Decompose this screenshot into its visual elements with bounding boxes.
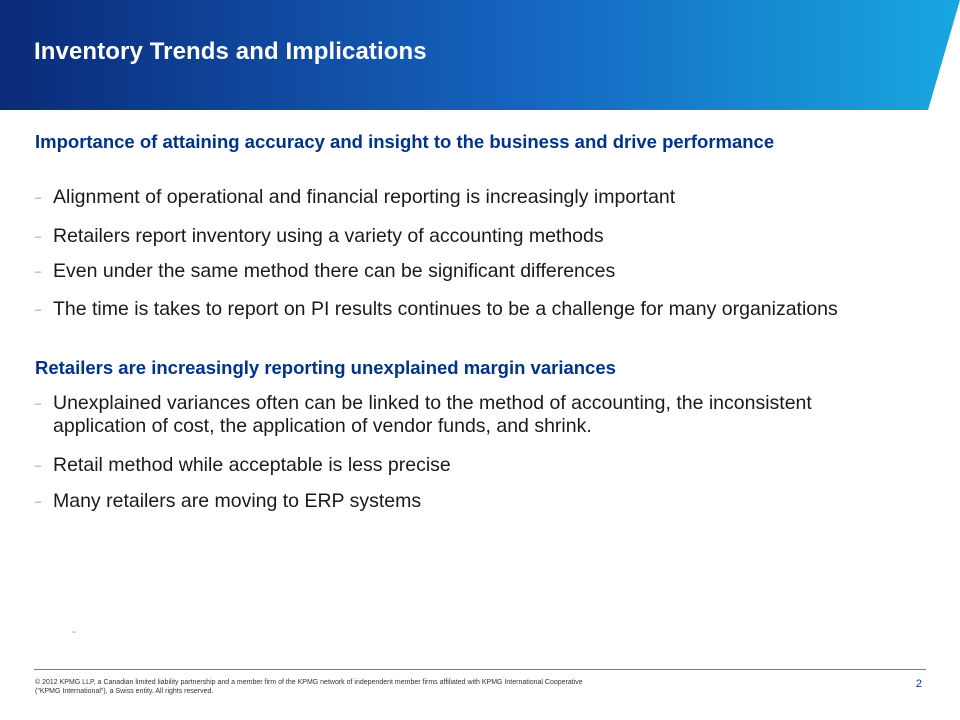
banner-background bbox=[0, 0, 960, 110]
bullet-text: The time is takes to report on PI result… bbox=[53, 298, 838, 320]
stray-dash-mark: - bbox=[72, 624, 76, 638]
bullet-item: – Retailers report inventory using a var… bbox=[35, 225, 915, 248]
bullet-item: – Unexplained variances often can be lin… bbox=[35, 392, 915, 438]
copyright-notice: © 2012 KPMG LLP, a Canadian limited liab… bbox=[35, 679, 583, 695]
bullet-item: – Even under the same method there can b… bbox=[35, 260, 915, 283]
bullet-dash-icon: – bbox=[35, 460, 42, 472]
section-heading-accuracy: Importance of attaining accuracy and ins… bbox=[35, 131, 775, 152]
bullet-text: Alignment of operational and financial r… bbox=[53, 186, 676, 208]
bullet-dash-icon: – bbox=[35, 496, 42, 508]
bullet-text: Unexplained variances often can be linke… bbox=[53, 392, 812, 437]
title-banner bbox=[0, 0, 960, 110]
bullet-item: – Retail method while acceptable is less… bbox=[35, 454, 915, 477]
page-number: 2 bbox=[915, 678, 922, 690]
bullet-text: Even under the same method there can be … bbox=[53, 260, 616, 282]
bullet-item: – Alignment of operational and financial… bbox=[35, 186, 915, 209]
footer-divider bbox=[34, 669, 926, 670]
page-title: Inventory Trends and Implications bbox=[34, 38, 427, 65]
bullet-text: Many retailers are moving to ERP systems bbox=[53, 490, 422, 512]
bullet-dash-icon: – bbox=[35, 266, 42, 278]
bullet-dash-icon: – bbox=[35, 231, 42, 243]
bullet-dash-icon: – bbox=[35, 304, 42, 316]
bullet-item: – The time is takes to report on PI resu… bbox=[35, 298, 915, 321]
bullet-text: Retail method while acceptable is less p… bbox=[53, 454, 451, 476]
bullet-dash-icon: – bbox=[35, 192, 42, 204]
bullet-dash-icon: – bbox=[35, 398, 42, 410]
bullet-item: – Many retailers are moving to ERP syste… bbox=[35, 490, 915, 513]
bullet-text: Retailers report inventory using a varie… bbox=[53, 225, 604, 247]
section-heading-variances: Retailers are increasingly reporting une… bbox=[35, 357, 616, 378]
